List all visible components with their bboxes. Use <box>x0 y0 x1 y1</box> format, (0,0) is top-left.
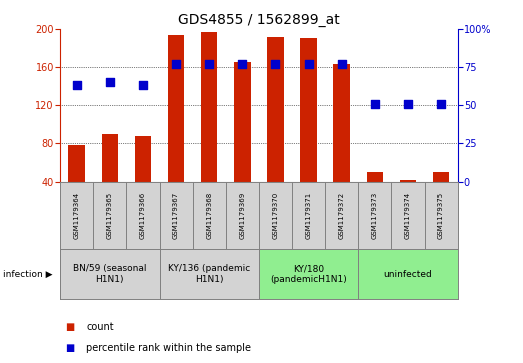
Text: percentile rank within the sample: percentile rank within the sample <box>86 343 251 354</box>
Bar <box>160 249 259 299</box>
Bar <box>168 35 185 182</box>
Text: GSM1179364: GSM1179364 <box>74 192 79 238</box>
Bar <box>400 180 416 182</box>
Bar <box>267 37 283 182</box>
Text: GSM1179373: GSM1179373 <box>372 191 378 239</box>
Bar <box>60 249 160 299</box>
Bar <box>135 136 151 182</box>
Bar <box>234 62 251 182</box>
Text: GSM1179367: GSM1179367 <box>173 191 179 239</box>
Point <box>404 101 412 107</box>
Bar <box>69 145 85 182</box>
Point <box>271 61 280 67</box>
Text: GSM1179374: GSM1179374 <box>405 192 411 238</box>
Bar <box>358 249 458 299</box>
Point <box>205 61 213 67</box>
Text: BN/59 (seasonal
H1N1): BN/59 (seasonal H1N1) <box>73 264 146 284</box>
Text: uninfected: uninfected <box>383 270 433 278</box>
Text: KY/136 (pandemic
H1N1): KY/136 (pandemic H1N1) <box>168 264 251 284</box>
Point <box>337 61 346 67</box>
Point <box>106 79 114 85</box>
Text: ■: ■ <box>65 343 75 354</box>
Point <box>172 61 180 67</box>
Text: GSM1179372: GSM1179372 <box>339 192 345 238</box>
Point <box>73 82 81 88</box>
Bar <box>367 172 383 182</box>
Bar <box>101 134 118 182</box>
Text: GSM1179371: GSM1179371 <box>305 191 312 239</box>
Bar <box>300 38 317 182</box>
Bar <box>201 32 218 182</box>
Title: GDS4855 / 1562899_at: GDS4855 / 1562899_at <box>178 13 340 26</box>
Text: GSM1179366: GSM1179366 <box>140 191 146 239</box>
Text: infection ▶: infection ▶ <box>3 270 52 278</box>
Text: GSM1179370: GSM1179370 <box>272 191 278 239</box>
Text: GSM1179365: GSM1179365 <box>107 192 113 238</box>
Point <box>139 82 147 88</box>
Bar <box>334 64 350 182</box>
Bar <box>433 172 449 182</box>
Point <box>437 101 445 107</box>
Bar <box>259 249 358 299</box>
Text: KY/180
(pandemicH1N1): KY/180 (pandemicH1N1) <box>270 264 347 284</box>
Text: count: count <box>86 322 114 332</box>
Point <box>304 61 313 67</box>
Text: GSM1179368: GSM1179368 <box>206 191 212 239</box>
Text: GSM1179369: GSM1179369 <box>240 191 245 239</box>
Point <box>371 101 379 107</box>
Text: GSM1179375: GSM1179375 <box>438 192 444 238</box>
Point <box>238 61 246 67</box>
Text: ■: ■ <box>65 322 75 332</box>
